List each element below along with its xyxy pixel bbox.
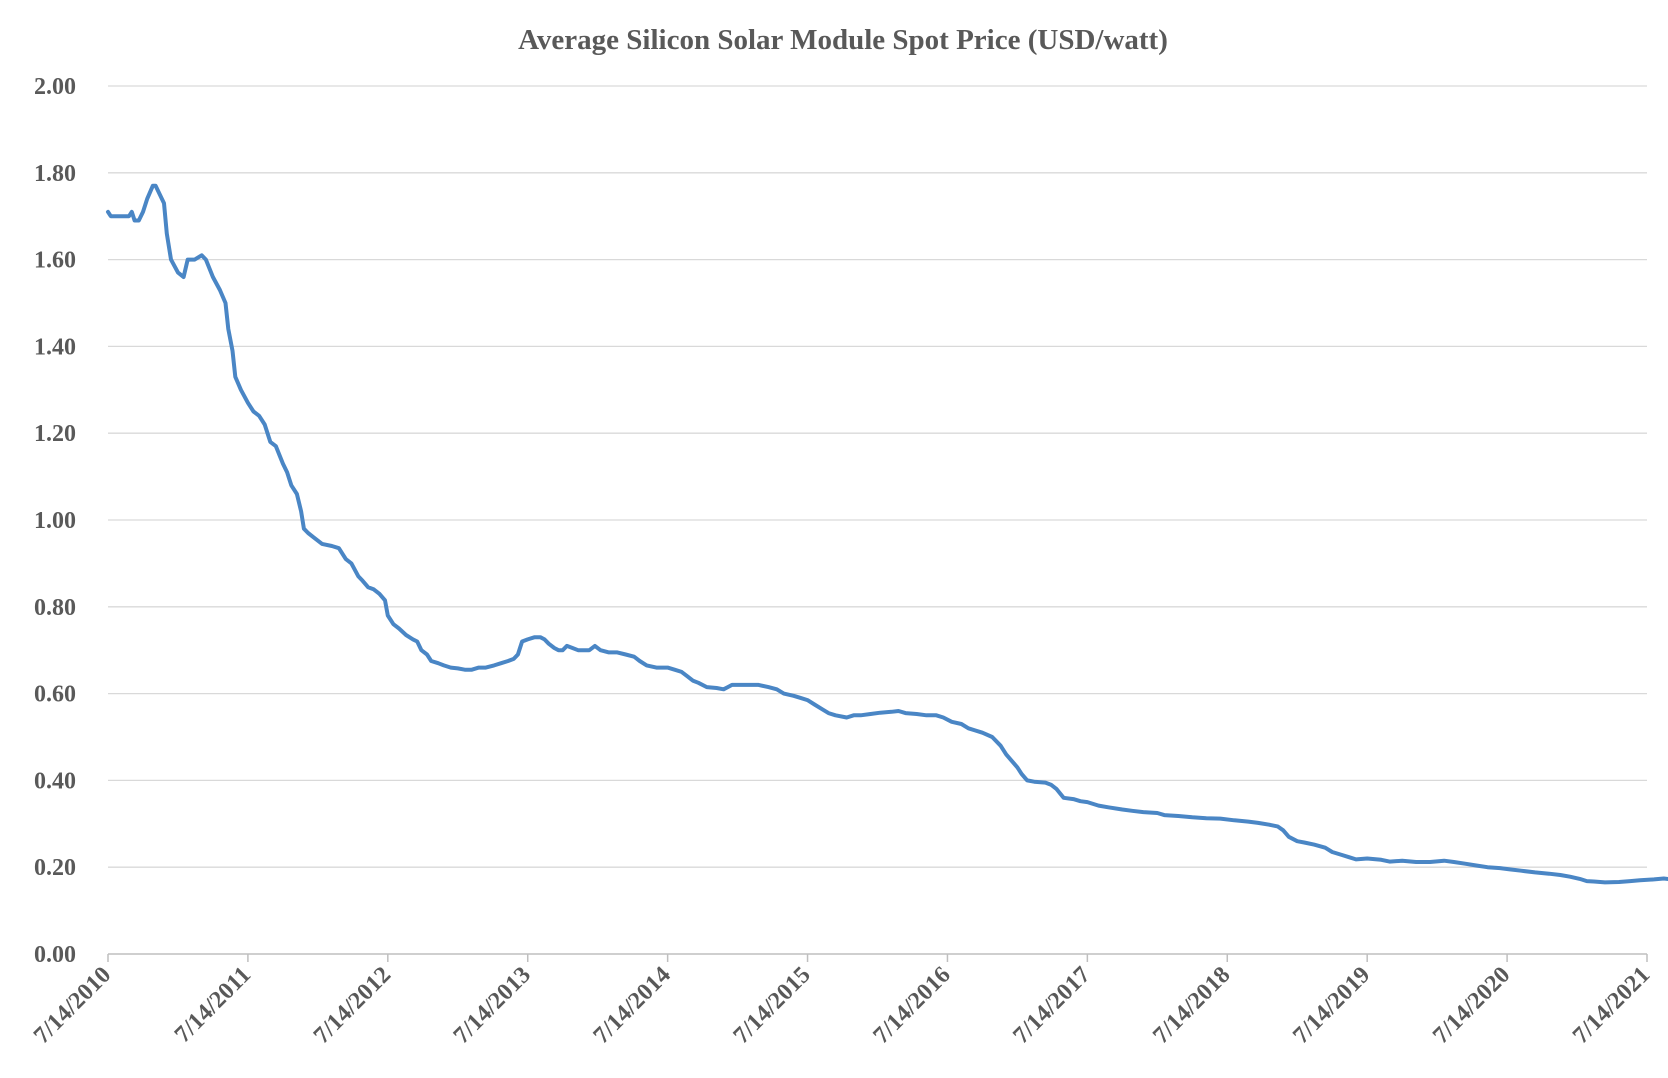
x-tick-label: 7/14/2016 [868,962,955,1049]
y-tick-label: 0.40 [34,768,76,794]
y-tick-label: 1.20 [34,421,76,447]
y-tick-label: 0.00 [34,942,76,968]
x-tick-label: 7/14/2014 [589,962,676,1049]
chart-title: Average Silicon Solar Module Spot Price … [518,24,1168,56]
x-tick-label: 7/14/2017 [1008,962,1095,1049]
axes [107,953,1648,962]
x-tick-label: 7/14/2018 [1148,962,1235,1049]
y-tick-label: 1.60 [34,248,76,274]
x-tick-label: 7/14/2012 [309,962,396,1049]
x-tick-label: 7/14/2013 [449,962,536,1049]
y-axis-tick-labels: 0.00 0.20 0.40 0.60 0.80 1.00 1.20 1.40 1.60 1.80… [34,74,76,968]
x-tick-label: 7/14/2011 [170,962,256,1048]
y-tick-label: 1.80 [34,161,76,187]
series-layer [106,183,1668,885]
x-tick-label: 7/14/2015 [729,962,816,1049]
y-tick-label: 0.20 [34,855,76,881]
x-tick-label: 7/14/2019 [1288,962,1375,1049]
y-tick-label: 1.00 [34,508,76,534]
gridlines [108,85,1647,868]
x-tick-label: 7/14/2021 [1568,962,1655,1049]
y-tick-label: 1.40 [34,334,76,360]
x-tick-label: 7/14/2020 [1428,962,1515,1049]
series-line-spot-price [106,183,1668,885]
y-tick-label: 0.80 [34,595,76,621]
y-tick-label: 2.00 [34,74,76,100]
y-tick-label: 0.60 [34,682,76,708]
x-tick-label: 7/14/2010 [29,962,116,1049]
x-axis-tick-labels: 7/14/2010 7/14/2011 7/14/2012 7/14/2013 7/14… [29,962,1655,1049]
